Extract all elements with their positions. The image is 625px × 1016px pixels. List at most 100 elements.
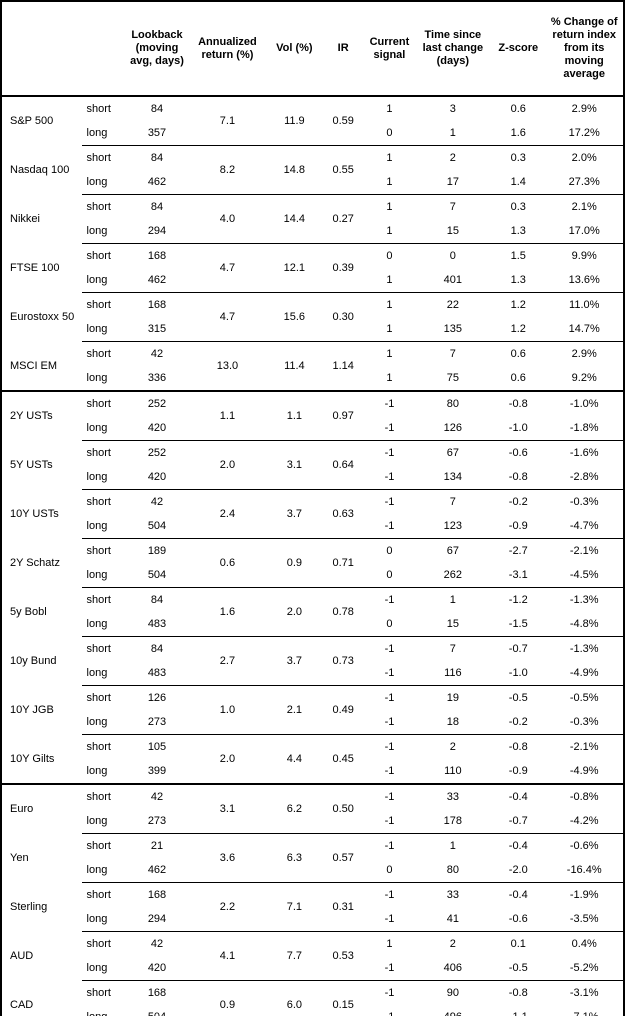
asset-name: Nasdaq 100: [10, 164, 70, 176]
ir-value: 0.15: [322, 980, 365, 1016]
signal-value: -1: [384, 962, 395, 974]
pct-change-value: -4.9%: [569, 765, 599, 777]
pct-change-value: -1.6%: [545, 440, 624, 465]
z-score-value: 1.4: [510, 176, 526, 188]
lookback-value: 105: [125, 734, 189, 759]
pct-change-value: -1.9%: [545, 882, 624, 907]
table-row-short: 5Y USTs short 252 2.0 3.1 0.64 -1 67 -0.…: [1, 440, 624, 490]
z-score-value: -0.9: [508, 520, 528, 532]
signal-value: -1: [384, 913, 395, 925]
signal-value: 1: [386, 274, 393, 286]
signal-value: -1: [364, 440, 415, 465]
horizon-label: short: [81, 685, 126, 710]
ir-value: 0.73: [322, 636, 365, 686]
horizon-label: long: [86, 716, 108, 728]
lookback-value: 294: [147, 225, 167, 237]
lookback-value: 357: [147, 127, 167, 139]
time-since-value: 123: [443, 520, 463, 532]
horizon-label: short: [86, 103, 111, 115]
vol-value: 12.1: [266, 243, 323, 293]
annualized-return-value: 1.6: [188, 587, 267, 637]
horizon-label: long: [86, 569, 108, 581]
signal-value: -1: [384, 765, 395, 777]
vol-value: 3.7: [266, 636, 323, 686]
signal-value: -1: [364, 783, 415, 809]
table-row-short: CAD short 168 0.9 6.0 0.15 -1 90 -0.8 -3…: [1, 980, 624, 1016]
z-score-value: 1.2: [510, 323, 526, 335]
time-since-value: 178: [443, 815, 463, 827]
lookback-value: 84: [125, 587, 189, 612]
vol-value: 11.4: [266, 341, 323, 391]
table-row-long: long 420 -1 406 -0.5 -5.2%: [1, 956, 624, 981]
annualized-return-value: 1.1: [188, 390, 267, 441]
time-since-value: 15: [446, 225, 459, 237]
time-since-value: 2: [414, 931, 492, 956]
horizon-label: short: [81, 292, 126, 317]
signal-value: -1: [384, 667, 395, 679]
horizon-label: short: [81, 931, 126, 956]
asset-name: S&P 500: [10, 115, 54, 128]
z-score-value: -1.5: [508, 618, 528, 630]
vol-value: 2.0: [266, 587, 323, 637]
table-row-short: 10y Bund short 84 2.7 3.7 0.73 -1 7 -0.7…: [1, 636, 624, 686]
pct-change-value: 14.7%: [568, 323, 600, 335]
horizon-label: long: [82, 1005, 126, 1016]
table-row-short: Nikkei short 84 4.0 14.4 0.27 1 7 0.3 2.…: [1, 194, 624, 244]
table-row-long: long 504 0 262 -3.1 -4.5%: [1, 563, 624, 588]
horizon-label: short: [81, 882, 126, 907]
z-score-value: 1.3: [510, 225, 526, 237]
table-row-long: long 483 -1 116 -1.0 -4.9%: [1, 661, 624, 686]
asset-name: FTSE 100: [10, 262, 60, 274]
time-since-value: 33: [414, 882, 492, 907]
z-score-value: 0.3: [491, 194, 546, 219]
z-score-value: -1.0: [508, 422, 528, 434]
signal-value: 1: [364, 341, 415, 366]
asset-name: CAD: [10, 998, 34, 1011]
lookback-value: 336: [147, 372, 167, 384]
lookback-value: 504: [147, 520, 167, 532]
pct-change-value: 9.2%: [571, 372, 597, 384]
time-since-value: 80: [446, 864, 459, 876]
z-score-value: -0.8: [491, 734, 546, 759]
pct-change-value: -1.8%: [569, 422, 599, 434]
time-since-value: 2: [414, 734, 492, 759]
lookback-value: 84: [125, 636, 189, 661]
pct-change-value: -2.1%: [545, 538, 624, 563]
pct-change-value: -4.7%: [569, 520, 599, 532]
vol-value: 11.9: [284, 115, 305, 127]
ir-value: 0.49: [322, 685, 365, 735]
pct-change-value: -1.0%: [545, 390, 624, 416]
lookback-value: 315: [147, 323, 167, 335]
pct-change-value: 11.0%: [545, 292, 624, 317]
lookback-value: 84: [125, 145, 189, 170]
lookback-value: 420: [147, 962, 167, 974]
horizon-label: short: [81, 783, 126, 809]
time-since-value: 1: [414, 833, 492, 858]
ir-value: 0.57: [322, 833, 365, 883]
signal-value: -1: [364, 882, 415, 907]
column-header-asset: [1, 1, 82, 97]
horizon-label: long: [86, 667, 108, 679]
z-score-value: -0.8: [491, 980, 546, 1005]
pct-change-value: -5.2%: [569, 962, 599, 974]
signal-value: 0: [386, 127, 393, 139]
annualized-return-value: 8.2: [188, 145, 267, 195]
vol-value: 14.4: [266, 194, 323, 244]
z-score-value: -0.9: [508, 765, 528, 777]
annualized-return-value: 2.0: [188, 440, 267, 490]
z-score-value: -0.8: [491, 390, 546, 416]
ir-value: 0.55: [322, 145, 365, 195]
annualized-return-value: 3.1: [188, 783, 267, 834]
time-since-value: 18: [446, 716, 459, 728]
time-since-value: 1: [414, 587, 492, 612]
column-header-current-signal: Current signal: [364, 1, 415, 97]
signal-value: -1: [384, 471, 395, 483]
signal-value: -1: [364, 734, 415, 759]
annualized-return-value: 0.9: [188, 980, 267, 1016]
lookback-value: 84: [125, 194, 189, 219]
pct-change-value: 2.9%: [571, 103, 597, 115]
asset-name: AUD: [10, 950, 34, 962]
table-row-long: long 357 0 1 1.6 17.2%: [1, 121, 624, 146]
asset-name: 2Y USTs: [1, 390, 82, 441]
table-row-short: 10Y USTs short 42 2.4 3.7 0.63 -1 7 -0.2…: [1, 489, 624, 539]
